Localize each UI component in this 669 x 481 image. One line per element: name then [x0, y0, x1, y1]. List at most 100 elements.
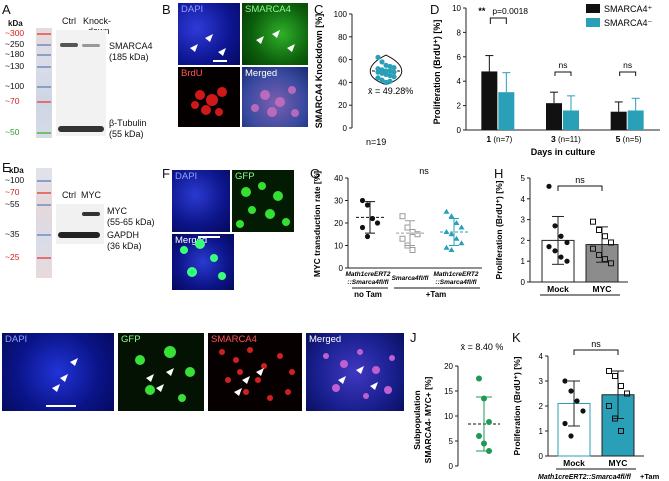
group-label: Smarca4fl/fl: [392, 275, 429, 282]
y-axis-label: Proliferation (BrdU⁺) [%]: [432, 20, 442, 125]
data-point: [359, 197, 366, 204]
lane-label-myc-e: MYC: [81, 190, 101, 200]
data-point: [606, 403, 612, 409]
x-tick-label: MYC: [593, 284, 612, 294]
data-point: [391, 69, 397, 75]
data-point: [387, 72, 393, 79]
data-point: [369, 215, 376, 222]
n-label: n=19: [366, 137, 386, 147]
data-point: [618, 383, 624, 389]
y-axis-label: Proliferation (BrdU⁺) [%]: [494, 180, 504, 279]
x-tick-label: Mock: [547, 284, 569, 294]
micrograph-merged-b: Merged: [242, 67, 308, 127]
data-point: [612, 415, 618, 422]
x-tick-n: (n=7): [493, 135, 512, 144]
micrograph-merged-i: Merged: [306, 333, 404, 411]
micrograph-smarca4-i: SMARCA4: [208, 333, 302, 411]
y-tick-label: 0: [521, 278, 526, 287]
y-tick-label: 15: [444, 387, 453, 396]
y-tick-label: 10: [444, 412, 453, 421]
data-point: [391, 64, 397, 71]
data-point: [387, 78, 393, 84]
bar: [610, 111, 627, 130]
scale-bar-f: [198, 236, 220, 238]
ladder-band: [37, 101, 51, 103]
y-tick-label: 80: [338, 33, 347, 42]
y-tick-label: 0: [343, 124, 348, 133]
kda-label-e: kDa: [9, 166, 24, 175]
y-tick-label: 4: [521, 195, 526, 204]
y-tick-label: 4: [457, 77, 462, 86]
data-point: [562, 378, 568, 384]
data-point: [558, 233, 564, 239]
y-tick-label: 20: [334, 219, 343, 228]
x-tick-label: 5: [616, 134, 621, 144]
data-point: [486, 419, 492, 425]
data-point: [574, 398, 580, 404]
band-label-gapdh: GAPDH: [107, 230, 140, 240]
sig-ns: ns: [591, 339, 601, 349]
ladder-band: [37, 234, 51, 236]
chart-j: 0 5 10 15 20 Subpopulation SMARCA4- MYC+ [%] x̄…: [412, 342, 503, 471]
data-point: [379, 70, 385, 76]
ladder-band: [37, 257, 51, 259]
micrograph-dapi-b: DAPI: [178, 3, 240, 65]
sig-stars: **: [478, 6, 486, 16]
bar: [481, 71, 498, 130]
panel-label-b: B: [162, 2, 171, 17]
sig-bracket: [573, 349, 619, 355]
y-tick-label: 1: [521, 257, 526, 266]
sig-ns: ns: [559, 60, 568, 70]
data-point: [364, 202, 371, 208]
channel-label-dapi-f: DAPI: [175, 171, 198, 182]
x-tick-n: (n=5): [623, 135, 642, 144]
y-tick-label: 2: [539, 402, 544, 411]
sig-ns: ns: [623, 60, 632, 70]
ladder-band: [37, 54, 51, 56]
data-point: [564, 239, 570, 246]
data-point: [409, 247, 416, 253]
channel-label-dapi-b: DAPI: [181, 4, 204, 15]
ladder-mark-label: ~100: [5, 175, 25, 185]
data-point: [448, 213, 455, 219]
ladder-band: [37, 66, 51, 68]
mean-label: x̄ = 49.28%: [368, 86, 413, 96]
data-point: [481, 395, 487, 402]
y-tick-label: 1: [539, 427, 544, 436]
gfp-cells-i: [135, 346, 195, 402]
y-tick-label: 0: [449, 462, 454, 471]
y-tick-label: 100: [334, 10, 348, 19]
micrograph-dapi-i: DAPI: [2, 333, 114, 411]
ladder-band: [37, 86, 51, 88]
panel-label-g: G: [310, 166, 321, 181]
band-label-tubulin-kda: (55 kDa): [109, 129, 144, 139]
data-point: [391, 74, 397, 80]
panel-label-d: D: [430, 2, 440, 17]
data-point: [558, 254, 564, 260]
micrograph-overlay-b: [190, 30, 299, 117]
data-point: [608, 260, 614, 267]
condition-label: no Tam: [354, 290, 382, 299]
legend-label: SMARCA4⁺: [604, 4, 653, 14]
band-label-tubulin: β-Tubulin: [109, 118, 147, 128]
data-point: [383, 62, 389, 68]
y-axis-label: Proliferation (BrdU⁺) [%]: [512, 356, 522, 455]
data-point: [404, 224, 411, 231]
condition-label: +Tam: [640, 472, 660, 481]
group-label: ::Smarca4fl/fl: [347, 279, 388, 286]
data-point: [608, 239, 614, 246]
scale-bar-i: [46, 405, 76, 407]
ladder-band: [37, 44, 51, 46]
bar: [627, 110, 644, 130]
data-point: [359, 224, 366, 231]
ladder-mark-label: ~70: [5, 96, 20, 106]
band-label-gapdh-kda: (36 kDa): [107, 241, 142, 251]
band-tubulin: [58, 126, 104, 132]
channel-label-merged-i: Merged: [309, 334, 342, 345]
sig-bracket: [619, 71, 637, 76]
y-tick-label: 3: [539, 377, 544, 386]
y-tick-label: 5: [449, 437, 454, 446]
ladder-band: [37, 180, 51, 182]
y-tick-label: 0: [539, 452, 544, 461]
